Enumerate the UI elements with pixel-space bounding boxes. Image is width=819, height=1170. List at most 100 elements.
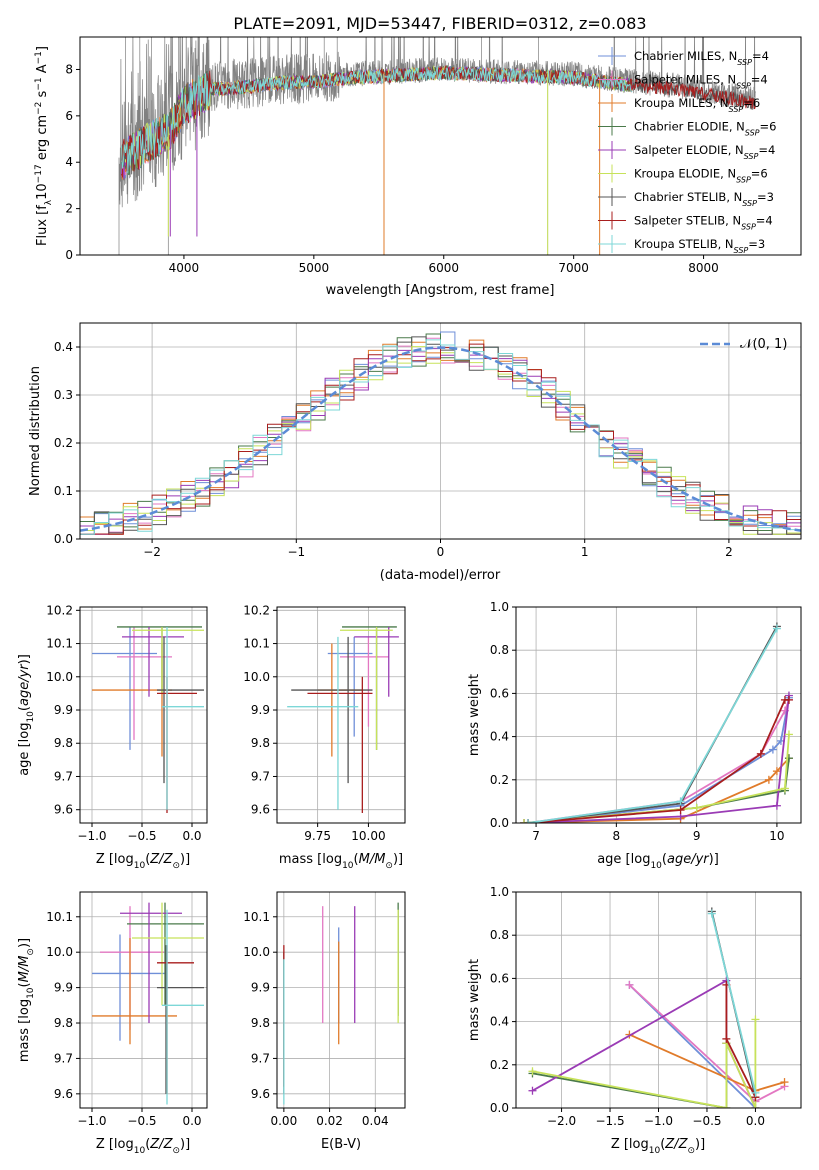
- x-tick-label: 6000: [428, 261, 459, 275]
- x-tick-label: 9.75: [304, 829, 331, 843]
- y-tick-label: 9.7: [251, 769, 270, 783]
- weight-line-chabrier_elodie: [523, 758, 790, 823]
- x-tick-label: 0.0: [746, 1114, 765, 1128]
- y-tick-label: 0.2: [490, 773, 509, 787]
- x-tick-label: 5000: [299, 261, 330, 275]
- plot-area: [528, 907, 789, 1108]
- model-line-salpeter_stelib: [121, 65, 756, 178]
- x-tick-label: −0.5: [127, 829, 156, 843]
- weight-line-kroupa_miles: [523, 757, 790, 823]
- y-tick-label: 0.8: [490, 928, 509, 942]
- label-part: λ: [44, 199, 54, 205]
- legend-sub: SSP: [729, 105, 744, 114]
- marker-point: [676, 806, 685, 815]
- label-part: )]: [180, 852, 190, 867]
- label-part: age/yr: [667, 852, 710, 867]
- label-part: )]: [393, 852, 403, 867]
- y-axis-label: age [log10(age/yr)]: [17, 654, 36, 776]
- legend-name: Kroupa STELIB, N: [634, 237, 734, 251]
- x-tick-label: −1: [287, 545, 305, 559]
- weight-line-kroupa_stelib: [527, 628, 778, 823]
- legend-nssp: =4: [751, 73, 768, 87]
- label-part: erg cm: [35, 115, 50, 164]
- x-axis-label: Z [log10(Z/Z⊙)]: [96, 1137, 190, 1156]
- y-tick-label: 10.0: [243, 670, 270, 684]
- x-tick-label: 7000: [558, 261, 589, 275]
- panel-mass_weight_vs_Z: −2.0 −1.5 −1.0 −0.5 0.0 0.0 0.2 0.4 0.6 0.8 1.0 mas…: [467, 885, 802, 1156]
- panel-age_vs_Z: −1.0 −0.5 0.0 9.6 9.7 9.8 9.9 10.0 10.1 10.2 Z [lo…: [17, 603, 208, 871]
- figure-title: PLATE=2091, MJD=53447, FIBERID=0312, z=0…: [233, 14, 646, 33]
- x-axis-label: Z [log10(Z/Z⊙)]: [96, 852, 190, 871]
- marker-point: [722, 1104, 731, 1108]
- errorbar-point-chabrier_stelib: [157, 636, 204, 784]
- x-axis-label: E(B-V): [321, 1137, 361, 1152]
- label-part: 10: [134, 861, 146, 871]
- x-tick-label: 4000: [169, 261, 200, 275]
- errorbar-point-kroupa_elodie: [132, 902, 204, 1006]
- legend-label: Chabrier MILES, NSSP=4: [634, 49, 769, 67]
- histogram-salpeter_stelib: [80, 343, 801, 535]
- y-tick-label: 0.1: [54, 484, 73, 498]
- y-tick-label: 9.6: [54, 803, 73, 817]
- label-part: (: [662, 852, 667, 867]
- y-tick-label: 10.2: [243, 603, 270, 617]
- x-tick-label: −1.5: [595, 1114, 624, 1128]
- x-tick-label: 10: [769, 829, 784, 843]
- x-tick-label: 0.0: [182, 829, 201, 843]
- label-part: ⊙: [26, 948, 36, 956]
- plot-area: [80, 331, 801, 535]
- errorbar-point-kroupa_miles: [92, 643, 172, 757]
- axes-frame: [276, 606, 406, 824]
- y-tick-label: 10.1: [46, 637, 73, 651]
- label-part: (: [145, 1137, 150, 1152]
- legend-label: Kroupa STELIB, NSSP=3: [634, 237, 765, 255]
- x-tick-label: 7: [532, 829, 540, 843]
- errorbar-point-salpeter_miles: [117, 626, 172, 740]
- label-part: Z/Z: [664, 1137, 688, 1152]
- legend-name: Salpeter MILES, N: [634, 73, 736, 87]
- x-tick-label: 0.00: [270, 1114, 297, 1128]
- y-tick-label: 0.6: [490, 686, 509, 700]
- marker-point: [768, 745, 777, 754]
- y-tick-label: 10.0: [243, 945, 270, 959]
- marker-point: [707, 909, 716, 918]
- label-part: age [log: [17, 723, 32, 776]
- marker-point: [528, 1086, 537, 1095]
- legend-name: Salpeter STELIB, N: [634, 214, 741, 228]
- y-tick-label: 0.2: [54, 436, 73, 450]
- marker-point: [524, 819, 533, 823]
- label-part: (: [17, 706, 32, 711]
- legend-label: Chabrier STELIB, NSSP=3: [634, 190, 774, 208]
- y-tick-label: 0.3: [54, 388, 73, 402]
- y-tick-label: 0.8: [490, 643, 509, 657]
- marker-point: [528, 1067, 537, 1076]
- x-axis-label: wavelength [Angstrom, rest frame]: [326, 283, 555, 298]
- label-part: Flux [f: [35, 205, 50, 246]
- errorbar-point-salpeter_miles: [339, 636, 389, 727]
- label-part: )]: [180, 1137, 190, 1152]
- x-tick-label: 8: [613, 829, 621, 843]
- y-tick-label: 0.4: [490, 1015, 509, 1029]
- y-tick-label: 9.7: [54, 1051, 73, 1065]
- label-part: Z [log: [611, 1137, 649, 1152]
- y-axis-label: Normed distribution: [28, 366, 43, 496]
- y-tick-label: 0.6: [490, 971, 509, 985]
- errorbar-point-salpeter_elodie: [120, 902, 182, 1024]
- legend-sub: SSP: [745, 128, 760, 137]
- label-part: 10: [134, 1146, 146, 1156]
- y-tick-label: 9.7: [54, 769, 73, 783]
- legend-nssp: =4: [756, 214, 773, 228]
- legend-sub: SSP: [736, 175, 751, 184]
- y-tick-label: 10.0: [46, 670, 73, 684]
- legend-nssp: =6: [743, 96, 760, 110]
- x-tick-label: −1.0: [644, 1114, 673, 1128]
- x-tick-label: −2.0: [547, 1114, 576, 1128]
- errorbar-point-kroupa_stelib: [287, 636, 359, 810]
- label-part: )]: [695, 1137, 705, 1152]
- histogram-kroupa_stelib: [80, 339, 801, 535]
- marker-point: [692, 803, 701, 812]
- label-part: Z [log: [96, 1137, 134, 1152]
- label-part: 10: [26, 711, 36, 723]
- legend-sub: SSP: [741, 222, 756, 231]
- legend-label: Chabrier ELODIE, NSSP=6: [634, 120, 776, 138]
